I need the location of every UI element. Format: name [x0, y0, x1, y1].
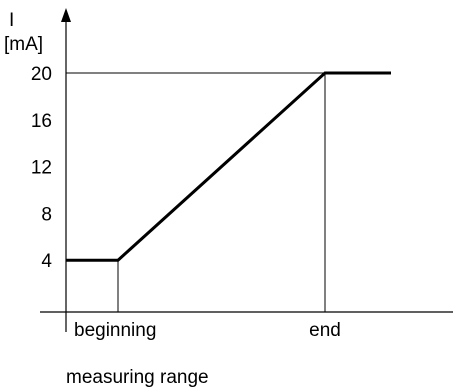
x-axis-label: measuring range: [66, 367, 209, 388]
y-tick-label: 4: [41, 251, 52, 272]
x-marker-beginning: beginning: [74, 320, 156, 341]
y-axis-label-unit: [mA]: [4, 34, 43, 55]
y-axis-label-symbol: I: [9, 10, 14, 31]
y-tick-label: 16: [31, 111, 52, 132]
series-line: [66, 71, 391, 262]
y-axis-arrow-icon: [61, 8, 71, 22]
y-tick-label: 8: [41, 204, 52, 225]
x-marker-end: end: [309, 320, 341, 341]
y-tick-label: 12: [31, 158, 52, 179]
y-tick-label: 20: [31, 64, 52, 85]
y-tick-labels: 4 8 12 16 20: [31, 64, 53, 272]
